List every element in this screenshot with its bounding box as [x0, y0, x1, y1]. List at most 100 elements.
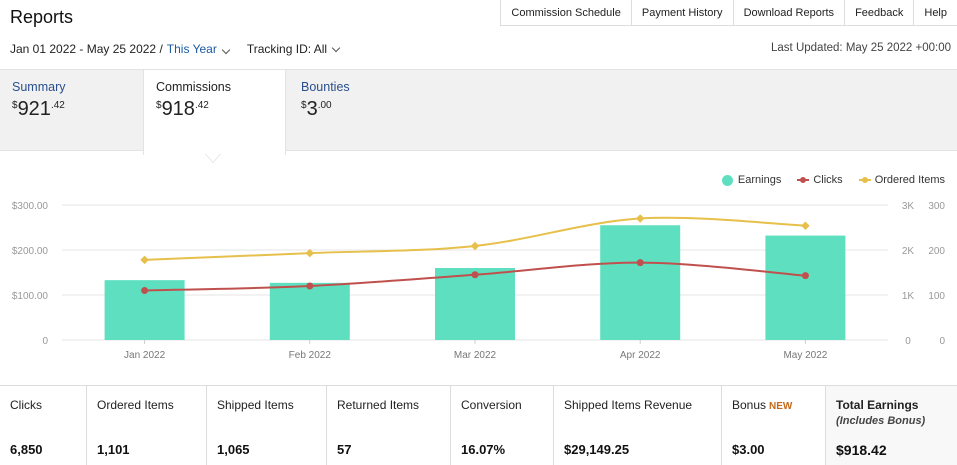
earnings-swatch	[721, 174, 733, 186]
earnings-bar	[435, 268, 515, 340]
legend-label: Ordered Items	[874, 174, 945, 186]
tracking-id-dropdown[interactable]: Tracking ID: All	[246, 42, 341, 56]
amount-cents: .00	[317, 100, 332, 111]
stat-total-earnings: Total Earnings (Includes Bonus) $918.42	[826, 386, 957, 465]
header: Reports Commission Schedule Payment Hist…	[0, 0, 957, 70]
stat-value: $918.42	[836, 442, 887, 458]
period-dropdown[interactable]: This Year	[166, 42, 231, 56]
download-reports-button[interactable]: Download Reports	[732, 0, 845, 26]
tab-bounties[interactable]: Bounties $3.00	[289, 70, 432, 152]
y-tick-label-right-outer: 0	[939, 336, 945, 347]
amount-cents: .42	[50, 100, 65, 111]
chevron-down-icon	[331, 43, 341, 52]
tab-label: Bounties	[301, 80, 350, 94]
earnings-chart: $300.00 $200.00 $100.00 0 3K 2K 1K 0 300 200 100 0 J…	[12, 201, 946, 361]
filter-row: Jan 01 2022 - May 25 2022 / This Year Tr…	[10, 42, 341, 56]
x-tick-label: May 2022	[783, 350, 827, 361]
ordered-items-point	[801, 221, 810, 230]
y-tick-label-right-inner: 2K	[902, 246, 915, 257]
currency-symbol: $	[301, 100, 307, 111]
stat-bonus: Bonus NEW $3.00	[722, 386, 826, 465]
page-title: Reports	[10, 7, 74, 27]
stats-bar: Clicks 6,850 Ordered Items 1,101 Shipped…	[0, 385, 957, 465]
stat-value: 6,850	[10, 442, 43, 457]
legend-earnings[interactable]: Earnings	[721, 174, 782, 186]
clicks-point	[801, 272, 809, 280]
tab-commissions[interactable]: Commissions $918.42	[143, 70, 286, 155]
payment-history-button[interactable]: Payment History	[630, 0, 733, 26]
ordered-items-swatch	[858, 175, 871, 185]
clicks-swatch	[797, 175, 810, 185]
stat-value: 1,065	[217, 442, 250, 457]
y-tick-label-right-inner: 0	[905, 336, 911, 347]
stat-label: Conversion	[461, 398, 522, 412]
amount-whole: 921	[17, 98, 51, 120]
stat-shipped-revenue: Shipped Items Revenue $29,149.25	[554, 386, 722, 465]
y-tick-label-right-outer: 200	[928, 246, 945, 257]
y-tick-label-right-inner: 3K	[902, 201, 915, 212]
x-tick-label: Jan 2022	[124, 350, 166, 361]
tab-label: Summary	[12, 80, 66, 94]
stat-shipped-items: Shipped Items 1,065	[207, 386, 327, 465]
stat-value: $29,149.25	[564, 442, 630, 457]
x-tick-label: Mar 2022	[454, 350, 497, 361]
y-tick-label-right-outer: 300	[928, 201, 945, 212]
amount-cents: .42	[194, 100, 209, 111]
stat-sublabel: (Includes Bonus)	[836, 415, 926, 427]
y-tick-label-left: 0	[42, 336, 48, 347]
stat-ordered-items: Ordered Items 1,101	[87, 386, 207, 465]
stat-label: Ordered Items	[97, 398, 174, 412]
bonus-label: Bonus	[732, 398, 767, 412]
period-label: This Year	[166, 42, 217, 56]
x-tick-label: Apr 2022	[620, 350, 661, 361]
legend-ordered-items[interactable]: Ordered Items	[858, 174, 945, 186]
earnings-bar	[765, 235, 846, 340]
stat-value: 57	[337, 442, 352, 457]
y-tick-label-left: $200.00	[12, 246, 49, 257]
tab-summary[interactable]: Summary $921.42	[0, 70, 143, 152]
clicks-point	[141, 287, 149, 294]
commission-schedule-button[interactable]: Commission Schedule	[500, 0, 631, 26]
stat-label: Shipped Items Revenue	[564, 398, 693, 412]
date-range: Jan 01 2022 - May 25 2022 /	[10, 42, 163, 56]
new-badge: NEW	[769, 401, 793, 412]
tracking-id-label: Tracking ID: All	[246, 42, 328, 56]
stat-value: 16.07%	[461, 442, 506, 457]
earnings-bar	[269, 282, 350, 340]
stat-label: Shipped Items	[217, 398, 294, 412]
y-tick-label-left: $300.00	[12, 201, 49, 212]
ordered-items-point	[140, 255, 149, 265]
stat-returned-items: Returned Items 57	[327, 386, 451, 465]
x-tick-label: Feb 2022	[289, 350, 332, 361]
legend-label: Clicks	[813, 174, 843, 186]
ordered-items-point	[470, 241, 480, 251]
chart-legend: Earnings Clicks Ordered Items	[706, 174, 945, 186]
tab-amount: $918.42	[156, 98, 273, 121]
last-updated: Last Updated: May 25 2022 +00:00	[771, 42, 951, 54]
y-tick-label-right-inner: 1K	[902, 291, 915, 302]
legend-clicks[interactable]: Clicks	[797, 174, 843, 186]
tab-amount: $3.00	[301, 98, 420, 121]
clicks-point	[471, 271, 479, 279]
stat-label: Bonus NEW	[732, 398, 815, 412]
ordered-items-point	[305, 248, 315, 258]
feedback-button[interactable]: Feedback	[844, 0, 914, 26]
amount-whole: 918	[161, 98, 195, 120]
amount-whole: 3	[306, 98, 318, 120]
stat-label: Clicks	[10, 398, 42, 412]
help-button[interactable]: Help	[913, 0, 957, 26]
ordered-items-point	[635, 214, 645, 223]
currency-symbol: $	[12, 100, 18, 111]
chevron-down-icon	[221, 45, 231, 55]
y-tick-label-left: $100.00	[12, 291, 49, 302]
earnings-bar	[600, 225, 681, 340]
ordered-items-line	[144, 216, 806, 261]
tab-label: Commissions	[156, 80, 232, 94]
active-tab-pointer	[205, 153, 221, 162]
stat-label: Total Earnings	[836, 398, 919, 412]
stat-value: 1,101	[97, 442, 130, 457]
stat-clicks: Clicks 6,850	[0, 386, 87, 465]
stat-conversion: Conversion 16.07%	[451, 386, 554, 465]
legend-label: Earnings	[737, 174, 782, 186]
y-tick-label-right-outer: 100	[928, 291, 945, 302]
